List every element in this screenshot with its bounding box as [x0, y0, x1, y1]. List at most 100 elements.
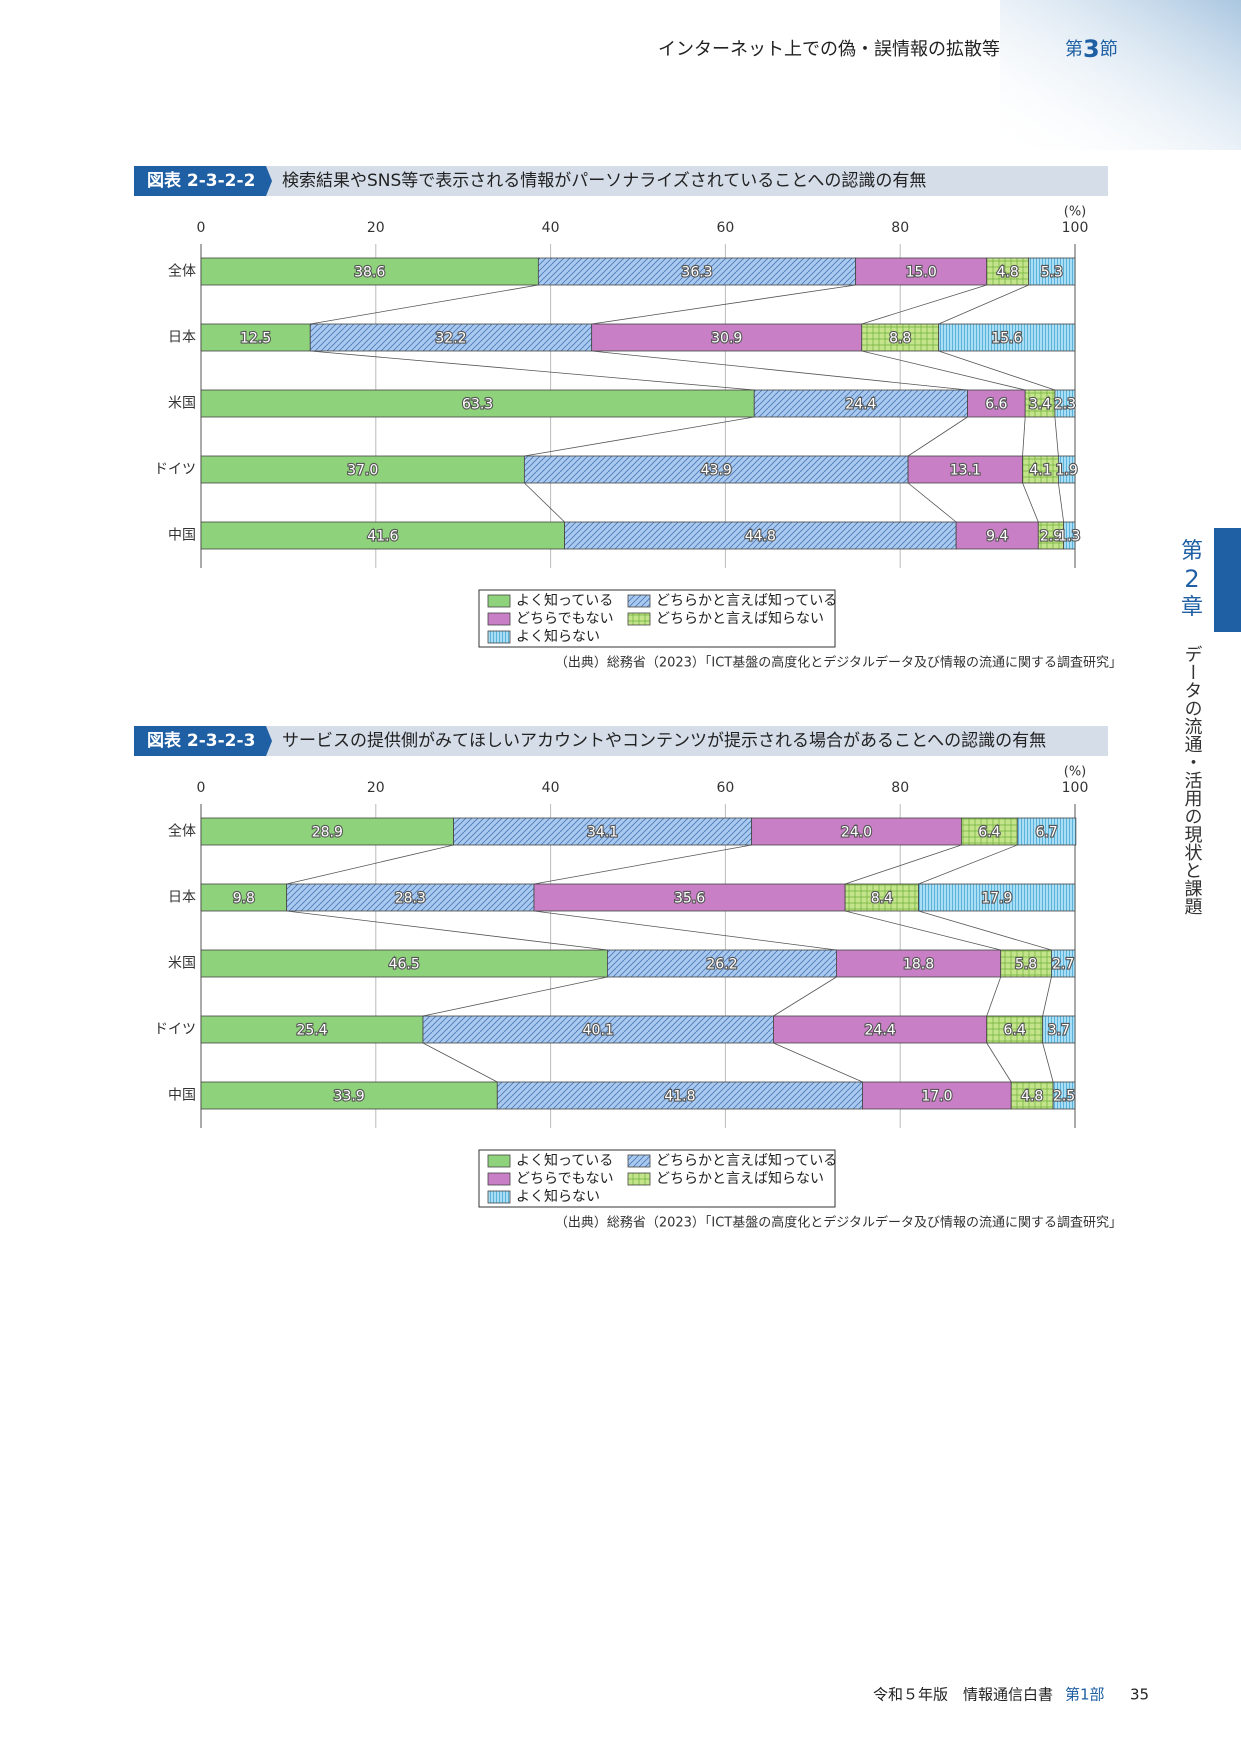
figure-title-bar: [134, 726, 1108, 756]
chapter-prefix: 第: [1181, 539, 1203, 564]
bar-segment: [200, 883, 288, 912]
legend-label: どちらかと言えば知っている: [656, 1152, 837, 1169]
value-label: 1.9: [1056, 463, 1078, 479]
legend-label: よく知らない: [516, 628, 600, 645]
connector: [422, 1042, 498, 1083]
value-label: 3.4: [1029, 397, 1051, 413]
value-label: 37.0: [347, 463, 378, 479]
tab-bar: [1214, 528, 1241, 632]
connector: [861, 350, 1026, 391]
source-note: （出典）総務省（2023）「ICT基盤の高度化とデジタルデータ及び情報の流通に関…: [555, 655, 1122, 671]
value-label: 2.5: [1053, 1089, 1075, 1105]
connector: [1057, 482, 1065, 523]
value-label: 46.5: [389, 957, 420, 973]
figure: 図表 2-3-2-3 サービスの提供側がみてほしいアカウントやコンテンツが提示され…: [134, 726, 1122, 1231]
value-label: 12.5: [240, 331, 271, 347]
x-tick-label: 20: [367, 780, 385, 796]
section-suffix: 節: [1100, 39, 1118, 60]
figure-label-box: [134, 166, 272, 196]
value-label: 41.6: [367, 529, 398, 545]
bar-segment: [986, 257, 1030, 286]
bar-segment: [523, 455, 909, 484]
connector: [773, 976, 837, 1017]
x-tick-label: 20: [367, 220, 385, 236]
chapter-number: 2: [1184, 565, 1199, 593]
bar-segment: [453, 817, 753, 846]
value-label: 40.1: [583, 1023, 614, 1039]
value-label: 28.9: [312, 825, 343, 841]
value-label: 33.9: [334, 1089, 365, 1105]
connector: [861, 284, 987, 325]
header-title: インターネット上での偽・誤情報の拡散等: [658, 39, 1000, 60]
bar-segment: [200, 1081, 498, 1110]
value-label: 26.2: [706, 957, 737, 973]
value-label: 34.1: [587, 825, 618, 841]
connector: [286, 844, 454, 885]
bar-segment: [200, 949, 608, 978]
x-tick-label: 80: [891, 220, 909, 236]
figure-title-bar: [134, 166, 1108, 196]
bar-segment: [855, 257, 988, 286]
legend-label: どちらかと言えば知っている: [656, 592, 837, 609]
x-tick-label: 100: [1062, 780, 1089, 796]
connector: [986, 1042, 1012, 1083]
bar-segment: [835, 949, 1002, 978]
connector: [591, 350, 968, 391]
connector: [286, 910, 608, 951]
section-number: 3: [1083, 35, 1100, 63]
value-label: 28.3: [395, 891, 426, 907]
footer-publication: 令和５年版 情報通信白書: [873, 1686, 1053, 1704]
bar-segment: [938, 323, 1076, 352]
connector: [918, 844, 1018, 885]
value-label: 2.3: [1054, 397, 1076, 413]
section-prefix: 第: [1065, 39, 1083, 60]
legend-box: [478, 589, 836, 648]
bar-segment: [1037, 521, 1065, 550]
bar-segment: [200, 1015, 424, 1044]
value-label: 1.3: [1058, 529, 1080, 545]
bar-segment: [1054, 389, 1076, 418]
unit-label: (%): [1064, 765, 1087, 780]
bar-segment: [967, 389, 1026, 418]
bar-segment: [533, 883, 846, 912]
connector: [310, 350, 755, 391]
legend-box: [478, 1149, 836, 1208]
legend-swatch: [487, 1172, 511, 1186]
bar-segment: [1028, 257, 1076, 286]
bar-segment: [960, 817, 1018, 846]
footer-page: 35: [1130, 1686, 1149, 1704]
connector: [1054, 416, 1059, 457]
value-label: 32.2: [435, 331, 466, 347]
x-tick-label: 80: [891, 780, 909, 796]
bar-segment: [200, 521, 565, 550]
legend-swatch: [627, 1154, 651, 1168]
value-label: 4.8: [1021, 1089, 1043, 1105]
value-label: 41.8: [664, 1089, 695, 1105]
value-label: 4.8: [997, 265, 1019, 281]
value-label: 35.6: [674, 891, 705, 907]
bar-segment: [1010, 1081, 1054, 1110]
source-note: （出典）総務省（2023）「ICT基盤の高度化とデジタルデータ及び情報の流通に関…: [555, 1215, 1122, 1231]
bar-segment: [200, 257, 539, 286]
category-label: 全体: [168, 263, 196, 280]
legend-swatch: [487, 1190, 511, 1204]
bar-segment: [200, 455, 525, 484]
bar-segment: [200, 323, 311, 352]
legend-swatch: [487, 1154, 511, 1168]
x-tick-label: 40: [542, 780, 560, 796]
connector: [591, 284, 856, 325]
bar-segment: [907, 455, 1023, 484]
x-tick-label: 60: [716, 220, 734, 236]
unit-label: (%): [1064, 205, 1087, 220]
value-label: 38.6: [354, 265, 385, 281]
bar-segment: [1024, 389, 1056, 418]
bar-segment: [844, 883, 919, 912]
legend-swatch: [487, 612, 511, 626]
category-label: 米国: [168, 396, 196, 412]
connector: [845, 844, 962, 885]
value-label: 44.8: [745, 529, 776, 545]
bar-segment: [1042, 1015, 1076, 1044]
connector: [938, 350, 1056, 391]
